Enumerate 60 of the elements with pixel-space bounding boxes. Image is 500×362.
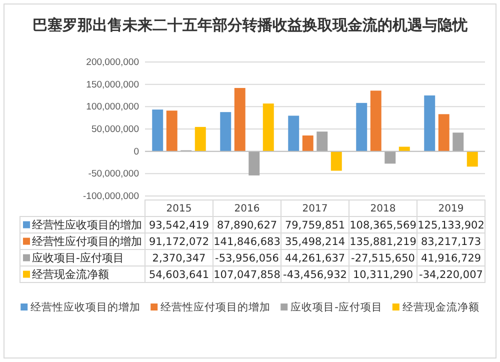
x-tick-label: 2019 [438,204,464,215]
x-tick-label: 2016 [234,204,260,215]
data-label: 10,311,290 [352,268,414,281]
data-label: 35,498,214 [284,236,346,248]
text: 应收项目-应付项目 [290,302,382,314]
bar [370,90,382,152]
data-label: -27,515,650 [351,252,415,264]
bar [466,151,478,167]
bar [248,151,260,176]
y-tick-label: 200,000,000 [86,57,139,68]
y-tick-label: 0 [134,146,139,158]
y-tick-label: 150,000,000 [86,79,139,90]
data-label: 79,759,851 [284,219,346,232]
data-label: 91,172,072 [148,236,210,248]
bar [234,88,246,152]
text: 经营性应付项目的增加 [160,302,271,314]
bar [166,110,178,152]
data-label: -43,456,932 [283,268,347,281]
bar [288,116,300,152]
legend-label: 经营现金流净额 [32,268,109,281]
data-label: 125,133,902 [418,219,484,232]
x-tick-label: 2017 [302,204,328,215]
data-label: 83,217,173 [420,236,482,248]
x-tick-label: 2018 [370,204,396,215]
x-tick-label: 2015 [166,204,192,215]
data-label: 87,890,627 [216,219,278,232]
data-label: 135,881,219 [350,236,416,248]
y-tick-label: -100,000,000 [83,191,139,202]
data-label: 141,846,683 [214,236,280,248]
text: 经营现金流净额 [402,302,480,314]
chart-title: 巴塞罗那出售未来二十五年部分转播收益换取现金流的机遇与隐忧 [32,16,468,34]
bar [330,151,342,171]
data-label: 107,047,858 [214,268,280,281]
data-label: 44,261,637 [284,252,346,264]
bar [452,132,464,152]
data-label: -34,220,007 [419,268,483,281]
bar [302,135,314,152]
data-label: 108,365,569 [350,219,416,232]
data-label: 54,603,641 [148,268,210,281]
data-label: -53,956,056 [215,252,280,264]
data-label: 41,916,729 [420,252,482,264]
legend-label: 应收项目-应付项目 [32,251,124,264]
bar [152,110,164,152]
y-tick-label: 100,000,000 [86,102,139,113]
bar [316,132,328,152]
data-label: 93,542,419 [148,219,210,232]
bar [220,112,232,152]
bar [424,95,436,152]
bar [194,126,206,152]
y-tick-label: 50,000,000 [91,124,139,136]
legend-label: 经营性应收项目的增加 [32,218,142,232]
bar [398,146,410,152]
bar [356,102,368,152]
legend-label: 经营性应付项目的增加 [32,234,142,248]
data-label: 2,370,347 [152,252,206,264]
bar [262,104,274,152]
bar [384,151,396,164]
y-tick-label: -50,000,000 [88,168,139,180]
bar [438,114,450,152]
text: 经营性应收项目的增加 [30,302,141,314]
